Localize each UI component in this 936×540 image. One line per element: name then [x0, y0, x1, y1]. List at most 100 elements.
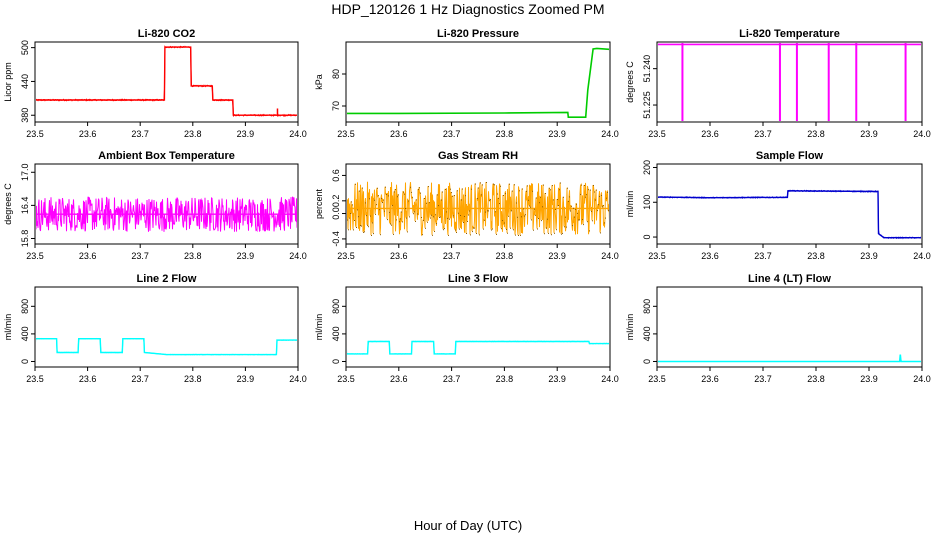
data-point — [608, 209, 609, 211]
chart-panel-0: Li-820 CO2 23.5 23.6 23.7 23.8 23.9 24.0 380 440… — [3, 28, 307, 139]
data-point — [516, 202, 517, 204]
data-point — [422, 234, 423, 236]
x-tick-label: 23.7 — [754, 251, 772, 261]
data-point — [565, 216, 566, 218]
data-point — [381, 197, 382, 199]
data-point — [570, 210, 571, 212]
data-point — [444, 228, 445, 230]
x-tick-label: 23.8 — [807, 251, 825, 261]
data-point — [500, 185, 501, 187]
data-point — [569, 196, 570, 198]
data-point — [573, 207, 574, 209]
data-point — [453, 215, 454, 217]
data-point — [395, 189, 396, 191]
data-point — [460, 215, 461, 216]
series-points — [347, 182, 609, 236]
plot-frame — [345, 163, 611, 245]
data-point — [367, 224, 368, 226]
data-point — [376, 204, 377, 206]
y-tick-label: 15.8 — [20, 230, 30, 248]
series-line — [658, 354, 921, 363]
data-point — [585, 196, 586, 198]
data-point — [469, 210, 470, 212]
data-point — [472, 231, 473, 233]
data-point — [499, 203, 500, 204]
plot-frame — [345, 286, 611, 368]
data-point — [591, 210, 592, 212]
series-trend — [658, 190, 921, 239]
chart-panel-8: Line 4 (LT) Flow 23.5 23.6 23.7 23.8 23.9 24.0… — [625, 273, 931, 384]
data-point — [501, 228, 502, 230]
data-point — [594, 191, 595, 193]
data-point — [404, 193, 405, 195]
series-line — [347, 47, 609, 118]
data-point — [446, 211, 447, 213]
x-tick-label: 23.8 — [184, 129, 202, 139]
data-point — [439, 217, 440, 218]
panel-title: Li-820 CO2 — [138, 28, 195, 40]
data-point — [421, 217, 422, 218]
data-point — [513, 229, 514, 231]
data-point — [603, 205, 604, 207]
panel-title: Line 3 Flow — [448, 273, 508, 285]
data-point — [418, 189, 419, 191]
y-tick-label: 51.225 — [642, 91, 652, 119]
data-point — [568, 200, 569, 202]
data-point — [452, 195, 453, 197]
data-point — [364, 231, 365, 233]
x-tick-label: 23.8 — [184, 251, 202, 261]
data-point — [495, 211, 496, 213]
data-point — [463, 222, 464, 223]
data-point — [370, 215, 371, 217]
data-point — [521, 216, 522, 218]
data-point — [504, 222, 505, 224]
y-axis-label: degrees C — [3, 183, 13, 225]
data-point — [426, 202, 427, 204]
data-point — [374, 199, 375, 201]
data-point — [605, 217, 606, 219]
plot-frame — [34, 163, 299, 245]
data-point — [471, 188, 472, 190]
x-tick-label: 23.7 — [443, 374, 461, 384]
data-point — [375, 213, 376, 215]
panel-title: Ambient Box Temperature — [98, 150, 235, 162]
data-point — [604, 222, 605, 224]
data-point — [556, 229, 557, 231]
data-point — [566, 226, 567, 228]
data-point — [428, 186, 429, 188]
panel-title: Line 4 (LT) Flow — [748, 273, 831, 285]
data-point — [425, 227, 426, 229]
plot-frame — [656, 286, 923, 368]
data-point — [398, 194, 399, 196]
data-point — [505, 193, 506, 195]
panel-title: Line 2 Flow — [137, 273, 197, 285]
x-tick-label: 23.6 — [701, 251, 719, 261]
data-point — [352, 204, 353, 206]
data-point — [476, 233, 477, 234]
data-point — [361, 225, 362, 227]
y-axis-label: ml/min — [3, 314, 13, 341]
data-point — [459, 228, 460, 230]
data-point — [602, 206, 603, 208]
plot-frame — [345, 41, 611, 123]
data-point — [545, 193, 546, 194]
chart-panel-2: Li-820 Temperature 23.5 23.6 23.7 23.8 23.9 24… — [625, 28, 931, 139]
data-point — [578, 219, 579, 221]
data-point — [496, 233, 497, 235]
y-tick-label: 800 — [20, 299, 30, 314]
x-tick-label: 24.0 — [289, 374, 307, 384]
x-tick-label: 23.9 — [237, 374, 255, 384]
panel-title: Li-820 Temperature — [739, 28, 840, 40]
data-point — [554, 232, 555, 234]
series-line — [36, 45, 297, 118]
data-point — [419, 187, 420, 189]
data-point — [440, 216, 441, 218]
data-point — [412, 197, 413, 199]
data-point — [482, 184, 483, 186]
x-tick-label: 23.6 — [79, 129, 97, 139]
series-trend — [36, 338, 297, 356]
data-point — [360, 225, 361, 226]
data-point — [393, 233, 394, 235]
data-point — [461, 199, 462, 201]
data-point — [455, 229, 456, 231]
